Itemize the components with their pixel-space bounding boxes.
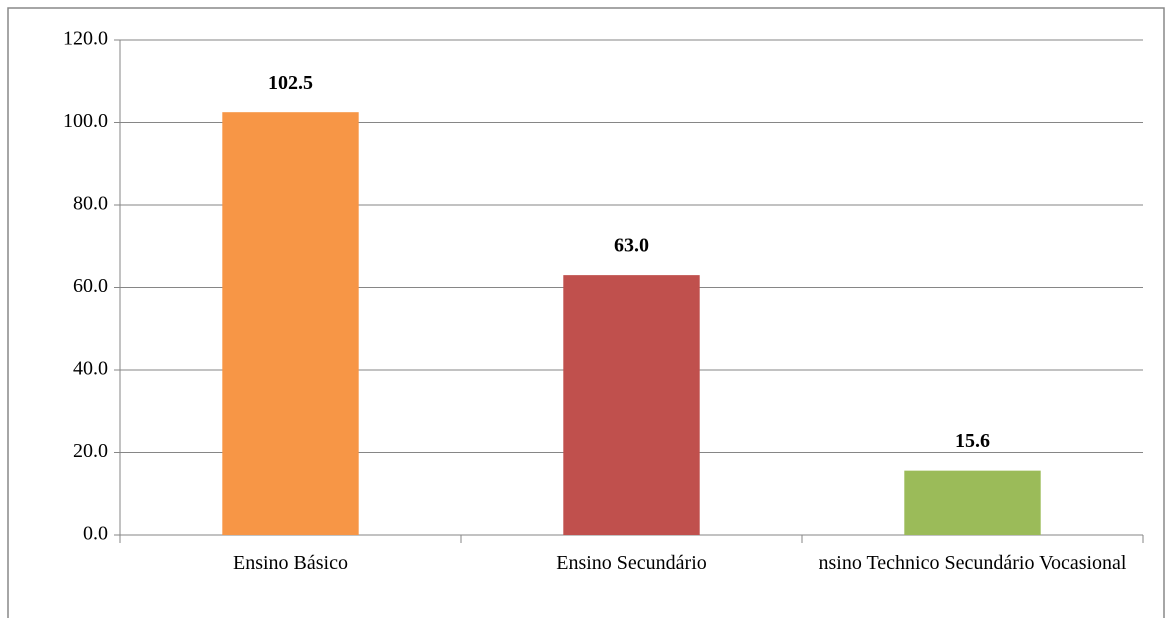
y-tick-label: 120.0 — [63, 28, 108, 50]
y-tick-label: 60.0 — [73, 275, 108, 297]
x-tick-label: nsino Technico Secundário Vocasional — [818, 552, 1127, 574]
bar — [563, 275, 700, 535]
data-label: 63.0 — [614, 235, 649, 257]
x-tick-label: Ensino Básico — [233, 552, 348, 574]
bar — [904, 470, 1041, 535]
bar — [222, 112, 359, 535]
y-tick-label: 100.0 — [63, 110, 108, 132]
y-tick-label: 0.0 — [83, 523, 108, 545]
data-label: 15.6 — [955, 430, 990, 452]
y-tick-label: 80.0 — [73, 193, 108, 215]
x-tick-label: Ensino Secundário — [556, 552, 707, 574]
chart-frame — [7, 7, 1165, 618]
data-label: 102.5 — [268, 72, 313, 94]
y-tick-label: 20.0 — [73, 440, 108, 462]
y-tick-label: 40.0 — [73, 358, 108, 380]
